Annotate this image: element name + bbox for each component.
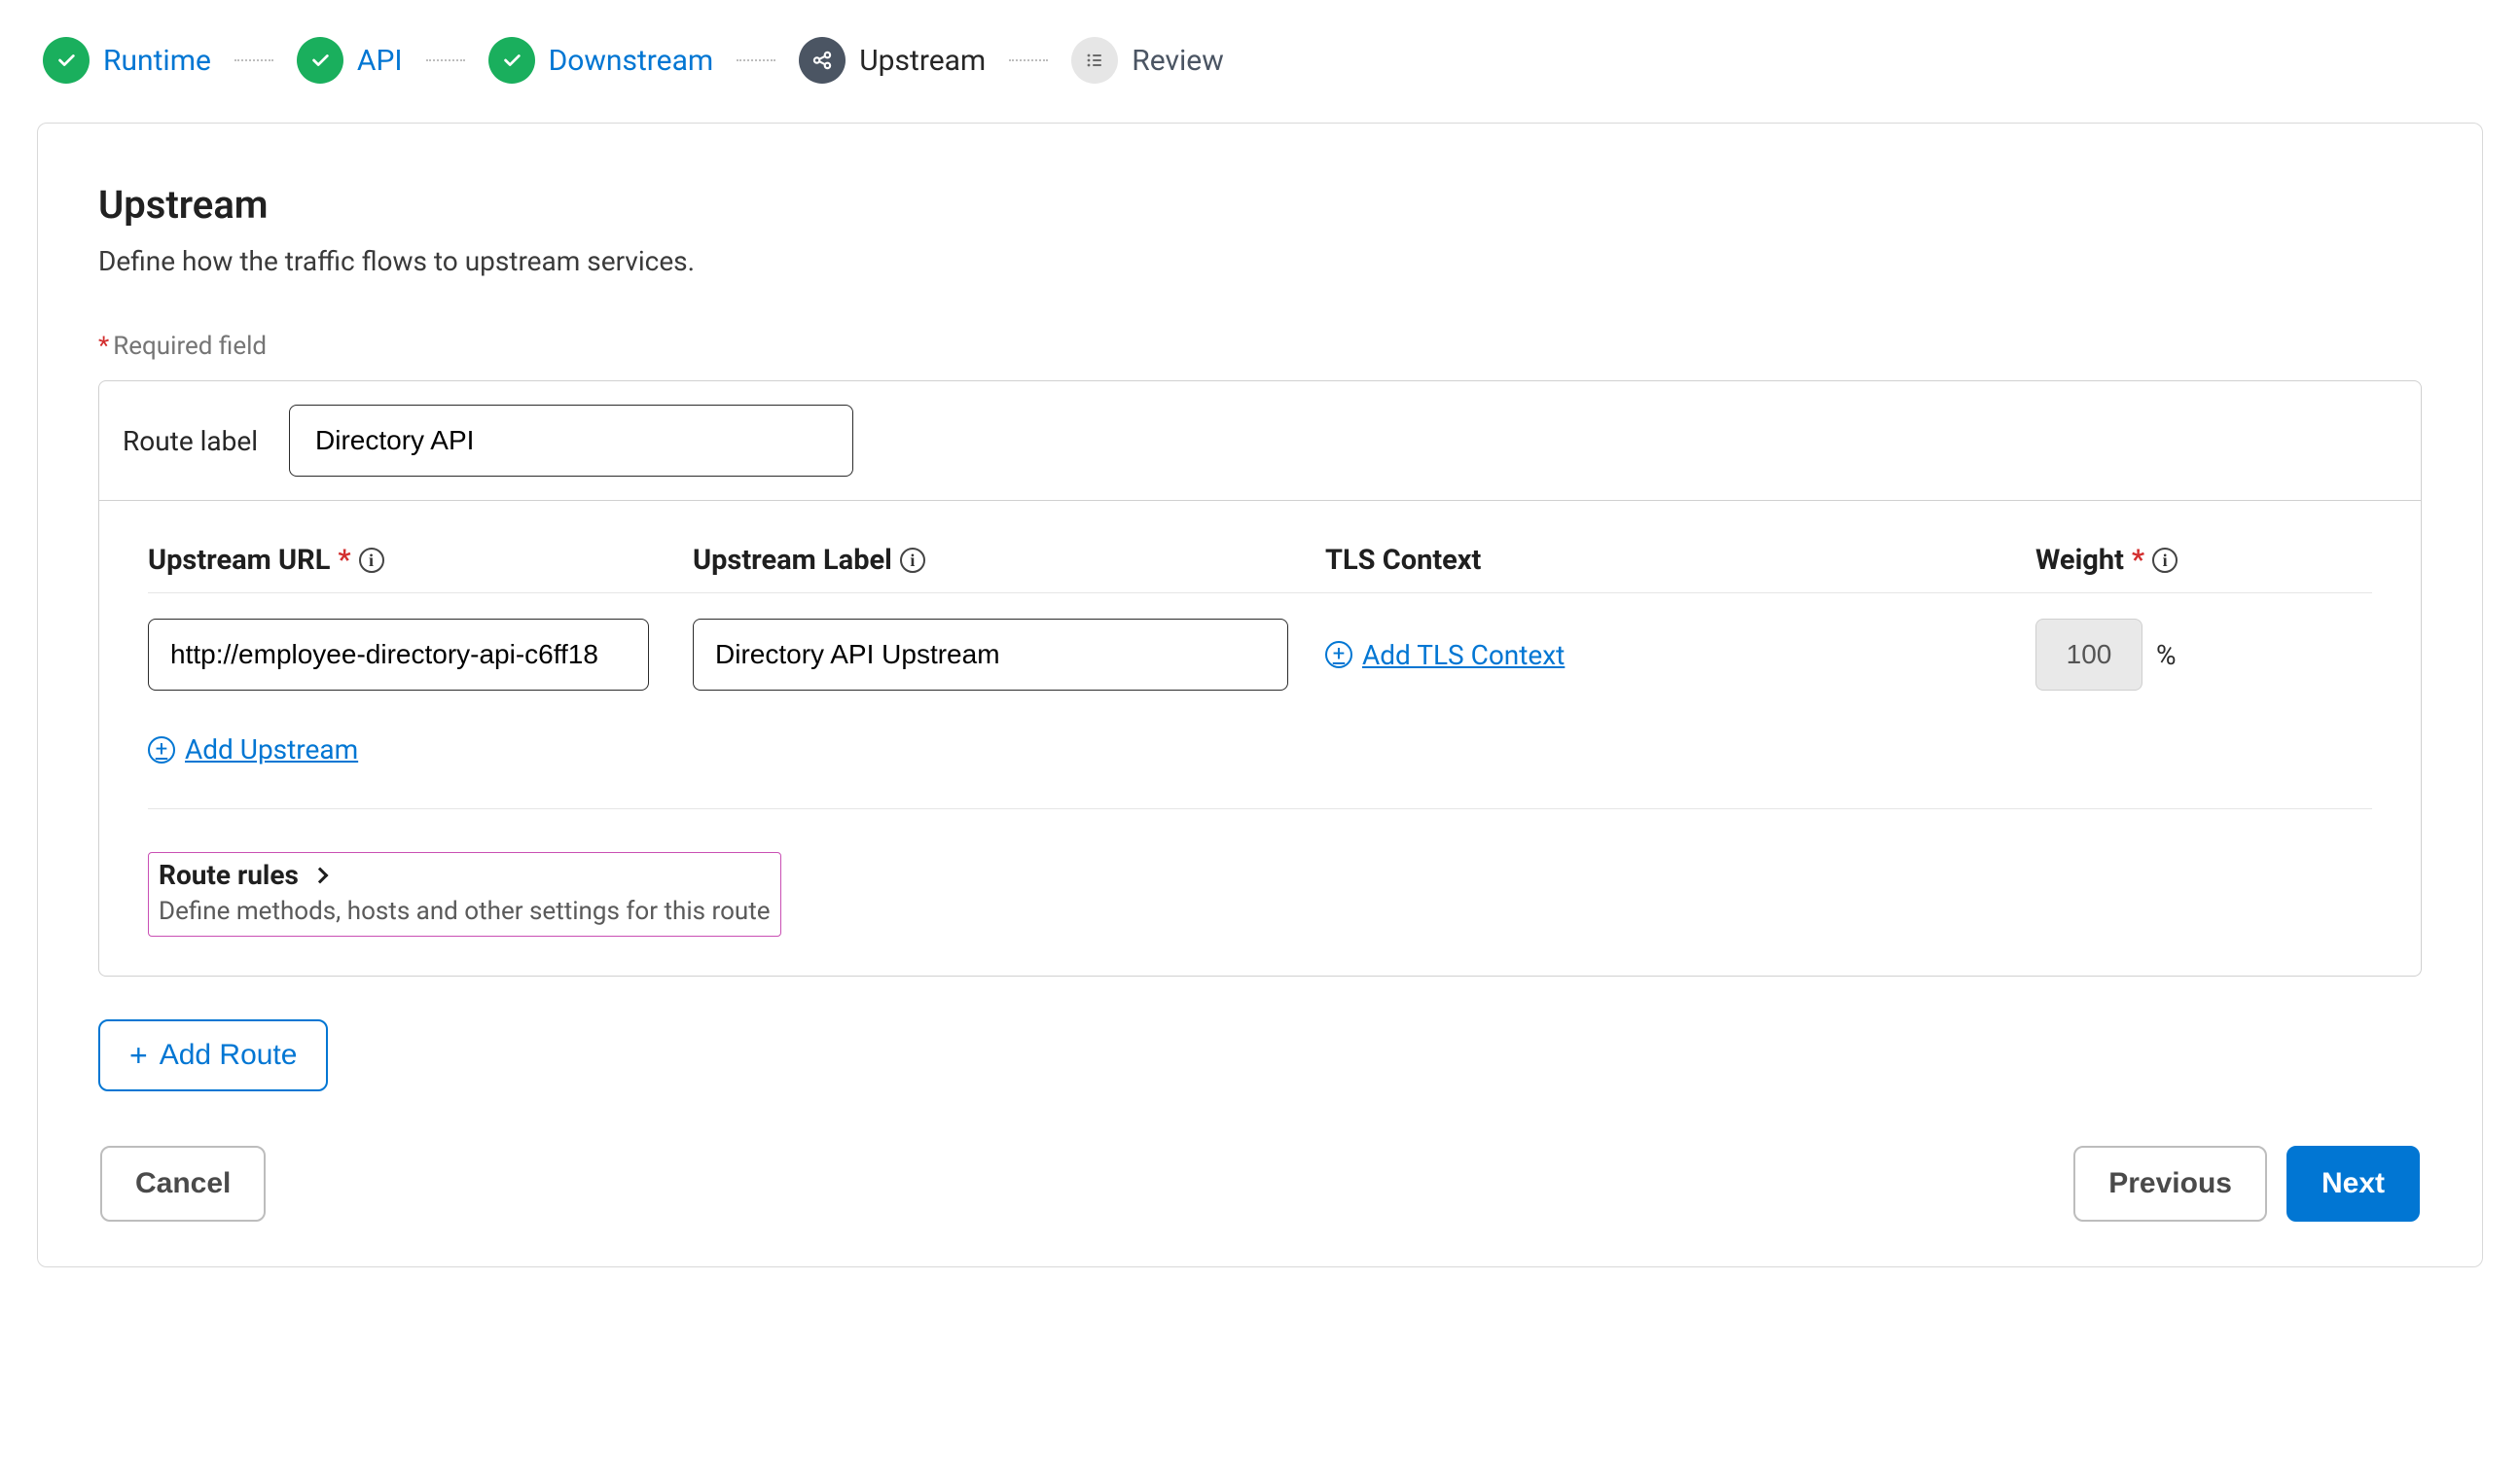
step-review[interactable]: Review [1071, 37, 1223, 84]
network-icon [799, 37, 846, 84]
weight-input [2035, 619, 2142, 691]
info-icon[interactable]: i [359, 548, 384, 573]
add-upstream-link[interactable]: + Add Upstream [148, 733, 358, 765]
step-label: Review [1132, 44, 1223, 78]
upstream-label-input[interactable] [693, 619, 1288, 691]
step-api[interactable]: API [297, 37, 403, 84]
upstream-row: + Add TLS Context % [148, 593, 2372, 691]
step-runtime[interactable]: Runtime [43, 37, 211, 84]
plus-circle-icon: + [148, 736, 175, 764]
upstream-columns-header: Upstream URL * i Upstream Label i TLS Co… [148, 544, 2372, 593]
upstream-url-input[interactable] [148, 619, 649, 691]
col-upstream-label: Upstream Label i [693, 544, 1325, 577]
add-tls-context-link[interactable]: + Add TLS Context [1325, 639, 1565, 671]
info-icon[interactable]: i [900, 548, 925, 573]
col-weight: Weight * i [2035, 544, 2308, 577]
step-divider [234, 59, 273, 61]
route-label-input[interactable] [289, 405, 853, 477]
check-icon [488, 37, 535, 84]
list-icon [1071, 37, 1118, 84]
asterisk-icon: * [98, 332, 109, 361]
step-label: API [357, 44, 403, 78]
check-icon [297, 37, 343, 84]
route-rules-title: Route rules [159, 859, 299, 891]
chevron-right-icon [311, 867, 328, 883]
plus-icon: + [129, 1040, 148, 1071]
asterisk-icon: * [338, 544, 350, 577]
step-label: Downstream [549, 44, 714, 78]
col-tls-context: TLS Context [1325, 544, 2035, 577]
step-upstream[interactable]: Upstream [799, 37, 986, 84]
route-box: Route label Upstream URL * i Upstream La… [98, 380, 2422, 977]
route-body: Upstream URL * i Upstream Label i TLS Co… [99, 501, 2421, 976]
step-divider [1009, 59, 1048, 61]
check-icon [43, 37, 90, 84]
page-title: Upstream [98, 182, 2422, 228]
previous-button[interactable]: Previous [2073, 1146, 2267, 1222]
asterisk-icon: * [2132, 544, 2144, 577]
route-rules-toggle[interactable]: Route rules Define methods, hosts and ot… [148, 852, 781, 937]
step-downstream[interactable]: Downstream [488, 37, 714, 84]
wizard-stepper: Runtime API Downstream Upstream [37, 37, 2483, 84]
step-label: Upstream [859, 44, 986, 78]
weight-suffix: % [2156, 639, 2177, 671]
next-button[interactable]: Next [2286, 1146, 2420, 1222]
route-rules-desc: Define methods, hosts and other settings… [159, 897, 771, 926]
step-divider [737, 59, 775, 61]
col-upstream-url: Upstream URL * i [148, 544, 693, 577]
page-subtitle: Define how the traffic flows to upstream… [98, 245, 2422, 277]
route-header: Route label [99, 381, 2421, 501]
step-label: Runtime [103, 44, 211, 78]
cancel-button[interactable]: Cancel [100, 1146, 266, 1222]
step-divider [426, 59, 465, 61]
required-field-hint: *Required field [98, 332, 2422, 361]
plus-circle-icon: + [1325, 641, 1352, 668]
route-label-caption: Route label [123, 425, 258, 457]
add-route-button[interactable]: + Add Route [98, 1019, 328, 1091]
add-upstream-row: + Add Upstream [148, 733, 2372, 809]
upstream-panel: Upstream Define how the traffic flows to… [37, 123, 2483, 1267]
info-icon[interactable]: i [2152, 548, 2178, 573]
route-rules-title-row: Route rules [159, 859, 771, 891]
wizard-footer: Cancel Previous Next [98, 1146, 2422, 1222]
